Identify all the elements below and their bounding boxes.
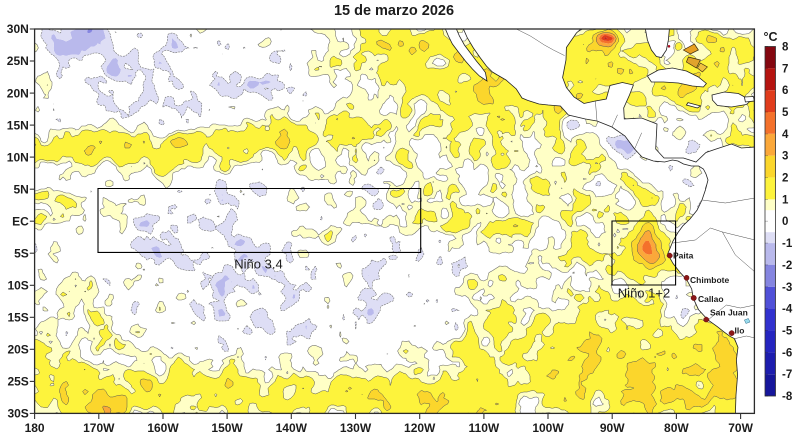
svg-text:-7: -7 bbox=[782, 369, 792, 381]
svg-text:70W: 70W bbox=[728, 421, 753, 435]
svg-text:3: 3 bbox=[782, 151, 788, 163]
svg-text:Paita: Paita bbox=[673, 251, 694, 261]
svg-text:7: 7 bbox=[782, 63, 788, 75]
svg-text:120W: 120W bbox=[404, 421, 436, 435]
svg-text:160W: 160W bbox=[147, 421, 179, 435]
svg-text:Ilo: Ilo bbox=[735, 325, 745, 335]
svg-text:-6: -6 bbox=[782, 347, 792, 359]
svg-text:15S: 15S bbox=[7, 311, 28, 325]
svg-text:EC: EC bbox=[12, 214, 29, 228]
svg-text:10N: 10N bbox=[7, 150, 29, 164]
svg-text:180: 180 bbox=[25, 421, 45, 435]
svg-text:5N: 5N bbox=[13, 182, 28, 196]
svg-text:°C: °C bbox=[764, 30, 778, 44]
svg-text:-1: -1 bbox=[782, 238, 793, 250]
svg-text:Chimbote: Chimbote bbox=[690, 275, 729, 285]
svg-text:15 de marzo 2026: 15 de marzo 2026 bbox=[334, 3, 454, 19]
svg-text:2: 2 bbox=[782, 173, 788, 185]
svg-text:30S: 30S bbox=[7, 407, 28, 421]
svg-text:20N: 20N bbox=[7, 86, 29, 100]
svg-text:25S: 25S bbox=[7, 375, 28, 389]
svg-text:110W: 110W bbox=[469, 421, 500, 435]
svg-text:140W: 140W bbox=[276, 421, 308, 435]
svg-text:100W: 100W bbox=[532, 421, 564, 435]
svg-text:-2: -2 bbox=[782, 260, 792, 272]
svg-text:-8: -8 bbox=[782, 391, 793, 403]
svg-text:80W: 80W bbox=[664, 421, 689, 435]
svg-text:Niño 1+2: Niño 1+2 bbox=[618, 286, 670, 301]
svg-text:San Juan: San Juan bbox=[710, 308, 748, 318]
svg-text:90W: 90W bbox=[600, 421, 625, 435]
svg-text:-5: -5 bbox=[782, 326, 793, 338]
svg-text:6: 6 bbox=[782, 85, 788, 97]
svg-text:25N: 25N bbox=[7, 54, 29, 68]
svg-text:20S: 20S bbox=[7, 343, 28, 357]
svg-text:30N: 30N bbox=[7, 22, 29, 36]
svg-text:5: 5 bbox=[782, 107, 789, 119]
svg-text:-3: -3 bbox=[782, 282, 792, 294]
svg-text:10S: 10S bbox=[7, 279, 28, 293]
svg-text:15N: 15N bbox=[7, 118, 29, 132]
svg-text:1: 1 bbox=[782, 194, 789, 206]
svg-text:5S: 5S bbox=[14, 246, 29, 260]
svg-text:150W: 150W bbox=[211, 421, 243, 435]
svg-text:170W: 170W bbox=[83, 421, 115, 435]
svg-text:4: 4 bbox=[782, 129, 789, 141]
svg-text:130W: 130W bbox=[340, 421, 372, 435]
svg-text:Callao: Callao bbox=[698, 294, 724, 304]
svg-text:0: 0 bbox=[782, 216, 788, 228]
svg-text:Niño 3.4: Niño 3.4 bbox=[234, 257, 282, 272]
svg-text:8: 8 bbox=[782, 42, 789, 54]
svg-text:-4: -4 bbox=[782, 304, 793, 316]
